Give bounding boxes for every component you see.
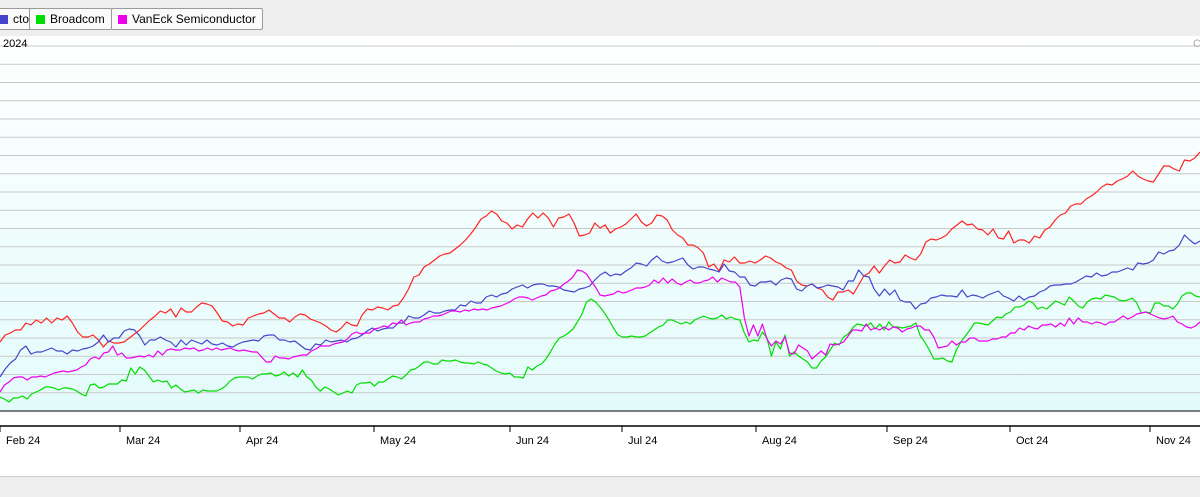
legend-label-1: ctor: [13, 12, 34, 26]
x-tick-label: Aug 24: [762, 435, 797, 447]
series-line-2: [0, 234, 1200, 378]
legend-label-broadcom: Broadcom: [50, 12, 105, 26]
x-tick-label: Jul 24: [628, 435, 657, 447]
series-line-4: [0, 269, 1200, 393]
navigator-bar[interactable]: [0, 476, 1200, 497]
x-tick-label: Mar 24: [126, 435, 160, 447]
series-layer: [0, 151, 1200, 403]
x-axis-ticks: Feb 24 Mar 24 Apr 24 May 24 Jun 24 Jul 24 Aug …: [0, 426, 1191, 447]
x-tick-label: Jun 24: [516, 435, 549, 447]
x-tick-label: May 24: [380, 435, 416, 447]
x-tick-label: Feb 24: [6, 435, 40, 447]
series-line-3: [0, 292, 1200, 403]
x-tick-label: Apr 24: [246, 435, 278, 447]
plot-background: [0, 36, 1200, 411]
legend-swatch-1: [0, 14, 8, 24]
legend-toggle-broadcom[interactable]: Broadcom: [29, 8, 112, 30]
legend-label-vaneck: VanEck Semiconductor: [132, 12, 256, 26]
legend-swatch-vaneck: [118, 14, 127, 24]
legend-bar: ctor Broadcom VanEck Semiconductor: [0, 0, 1200, 37]
corner-label: C: [1193, 38, 1200, 50]
x-tick-label: Sep 24: [893, 435, 928, 447]
horizontal-gridlines: [0, 45, 1200, 394]
x-tick-label: Nov 24: [1156, 435, 1191, 447]
period-label: 2024: [3, 38, 27, 50]
price-chart: Feb 24 Mar 24 Apr 24 May 24 Jun 24 Jul 24 Aug …: [0, 36, 1200, 447]
legend-toggle-vaneck-semiconductor[interactable]: VanEck Semiconductor: [111, 8, 263, 30]
plot-bottom-margin: [0, 411, 1200, 426]
series-line-1: [0, 151, 1200, 348]
legend-swatch-broadcom: [36, 14, 45, 24]
x-tick-label: Oct 24: [1016, 435, 1048, 447]
